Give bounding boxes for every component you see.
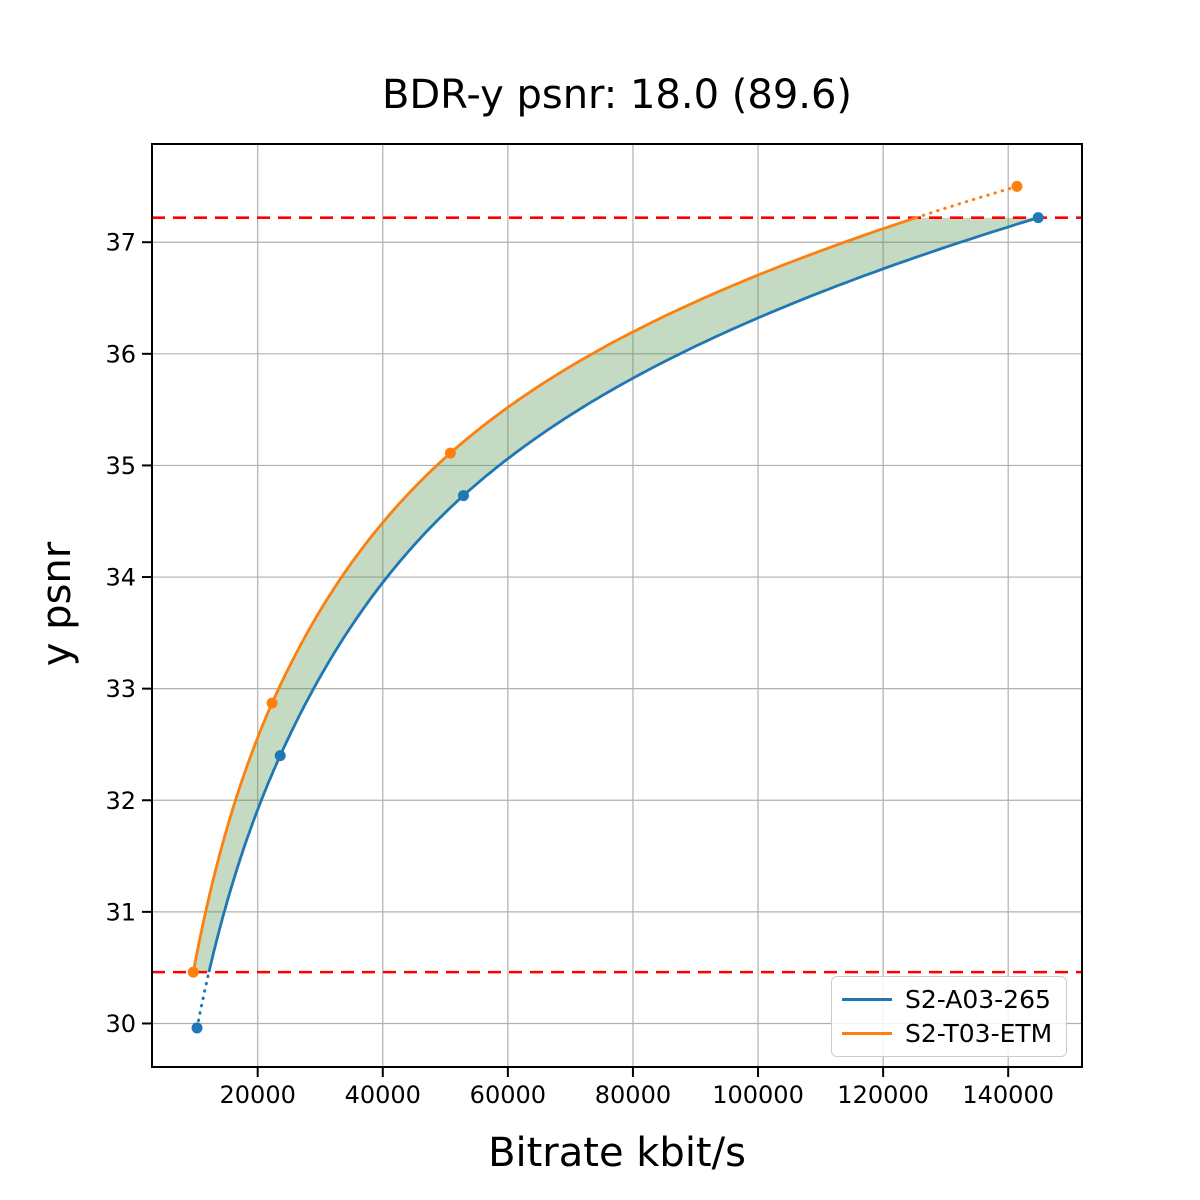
data-point-marker — [444, 447, 456, 459]
data-point-marker — [191, 1022, 203, 1034]
legend-label: S2-A03-265 — [905, 984, 1051, 1014]
data-point-marker — [274, 750, 286, 762]
x-axis-label: Bitrate kbit/s — [488, 1130, 746, 1176]
series-curve-dotted — [195, 970, 211, 1030]
legend-line-sample-blue — [842, 997, 892, 1001]
x-tick-label: 120000 — [837, 1081, 929, 1109]
x-tick-label: 40000 — [345, 1081, 421, 1109]
legend: S2-A03-265 S2-T03-ETM — [831, 976, 1067, 1057]
y-tick-label: 30 — [105, 1010, 136, 1038]
y-tick-label: 34 — [105, 564, 136, 592]
x-tick-label: 80000 — [595, 1081, 671, 1109]
x-tick-label: 100000 — [712, 1081, 804, 1109]
legend-line-sample-orange — [842, 1032, 892, 1036]
y-tick-label: 35 — [105, 452, 136, 480]
y-tick-label: 31 — [105, 898, 136, 926]
axes-frame — [151, 143, 1083, 1068]
data-point-marker — [1032, 212, 1044, 224]
series-curve — [207, 216, 1039, 973]
bd-overlap-fill — [193, 217, 1039, 973]
data-point-marker — [1011, 180, 1023, 192]
data-point-marker — [187, 966, 199, 978]
y-tick-label: 36 — [105, 340, 136, 368]
series-curve-dotted — [914, 184, 1019, 220]
data-point-marker — [457, 490, 469, 502]
legend-label: S2-T03-ETM — [905, 1019, 1053, 1049]
y-tick-label: 37 — [105, 229, 136, 257]
y-tick-label: 32 — [105, 787, 136, 815]
data-point-marker — [266, 697, 278, 709]
x-tick-label: 60000 — [470, 1081, 546, 1109]
y-tick-label: 33 — [105, 675, 136, 703]
legend-entry-s2-t03-etm: S2-T03-ETM — [842, 1021, 1066, 1046]
chart-title: BDR-y psnr: 18.0 (89.6) — [381, 72, 853, 118]
y-axis-label: y psnr — [34, 541, 80, 667]
x-tick-label: 20000 — [220, 1081, 296, 1109]
series-curve — [191, 216, 917, 973]
x-tick-label: 140000 — [962, 1081, 1054, 1109]
legend-entry-s2-a03-265: S2-A03-265 — [842, 987, 1066, 1012]
